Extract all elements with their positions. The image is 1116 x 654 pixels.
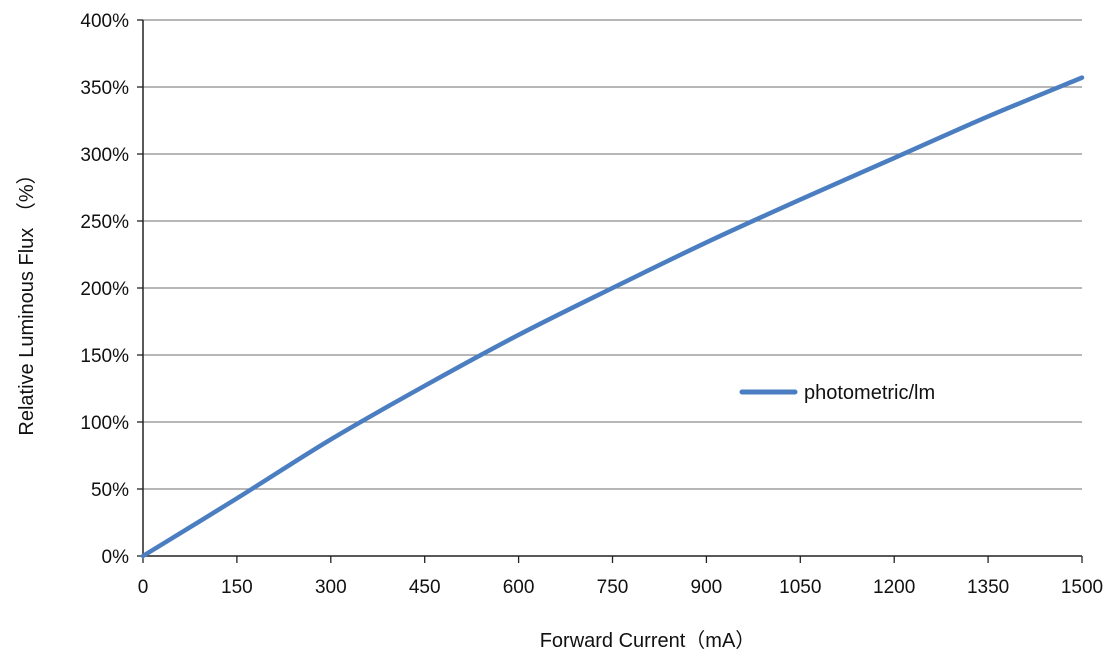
y-tick-label-50: 50% xyxy=(91,480,129,501)
grid-layer xyxy=(143,19,1082,490)
x-tick-labels: 0 150 300 450 600 750 900 1050 1200 1350 1500 xyxy=(138,556,1103,598)
x-tick-label-1050: 1050 xyxy=(779,577,821,598)
y-tick-label-0: 0% xyxy=(102,547,130,568)
y-tick-label-200: 200% xyxy=(80,279,129,300)
y-tick-label-250: 250% xyxy=(80,212,129,233)
y-tick-label-100: 100% xyxy=(80,413,129,434)
x-tick-label-150: 150 xyxy=(221,577,253,598)
y-tick-label-400: 400% xyxy=(80,11,129,32)
y-axis-title: Relative Luminous Flux （%） xyxy=(15,164,38,435)
x-tick-label-0: 0 xyxy=(138,577,149,598)
x-axis-title: Forward Current（mA） xyxy=(540,629,756,652)
series-layer xyxy=(140,75,1085,559)
x-tick-label-1500: 1500 xyxy=(1061,577,1103,598)
x-tick-label-750: 750 xyxy=(597,577,629,598)
x-tick-label-450: 450 xyxy=(409,577,441,598)
series-line-0 xyxy=(140,75,1085,559)
legend-label-photometric: photometric/lm xyxy=(804,382,935,404)
y-tick-label-350: 350% xyxy=(80,78,129,99)
x-tick-label-900: 900 xyxy=(691,577,723,598)
y-tick-label-300: 300% xyxy=(80,145,129,166)
x-tick-label-300: 300 xyxy=(315,577,347,598)
legend: photometric/lm xyxy=(739,382,935,404)
y-tick-label-150: 150% xyxy=(80,346,129,367)
y-tick-labels: 0% 50% 100% 150% 200% 250% 300% 350% 400% xyxy=(80,11,143,568)
x-tick-label-600: 600 xyxy=(503,577,535,598)
x-tick-label-1350: 1350 xyxy=(967,577,1009,598)
x-tick-label-1200: 1200 xyxy=(873,577,915,598)
